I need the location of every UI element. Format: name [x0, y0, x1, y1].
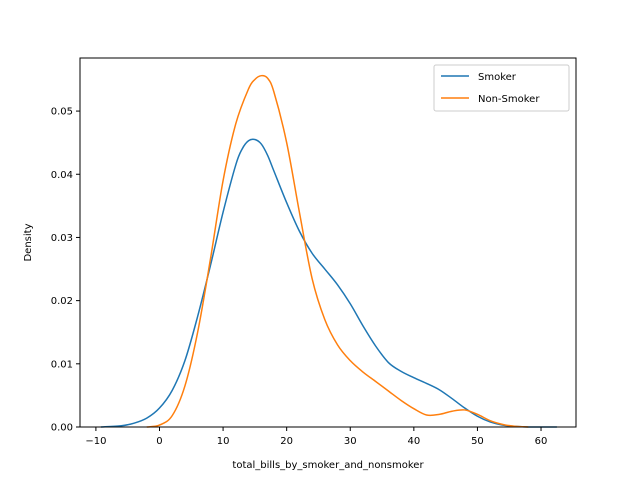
y-axis: 0.00 0.01 0.02 0.03 0.04 0.05 — [51, 107, 80, 434]
x-tick-label: −10 — [85, 436, 106, 447]
x-tick-label: 40 — [407, 436, 420, 447]
y-tick-label: 0.00 — [51, 423, 73, 434]
y-tick-label: 0.05 — [51, 107, 73, 118]
y-axis-label: Density — [23, 223, 34, 261]
x-tick-label: 30 — [344, 436, 357, 447]
y-tick-label: 0.02 — [51, 296, 73, 307]
x-tick-label: 0 — [156, 436, 162, 447]
y-tick-label: 0.01 — [51, 359, 73, 370]
legend-label-smoker: Smoker — [478, 72, 517, 83]
x-tick-label: 20 — [280, 436, 293, 447]
plot-area-frame — [79, 57, 577, 428]
x-tick-label: 60 — [535, 436, 548, 447]
y-tick-label: 0.03 — [51, 233, 73, 244]
x-axis-label: total_bills_by_smoker_and_nonsmoker — [232, 460, 424, 471]
y-tick-label: 0.04 — [51, 170, 73, 181]
x-tick-label: 10 — [217, 436, 230, 447]
series-line-smoker — [100, 138, 557, 428]
legend-label-non-smoker: Non-Smoker — [478, 94, 540, 105]
series-lines — [100, 74, 557, 428]
series-line-non-smoker — [146, 74, 529, 428]
x-tick-label: 50 — [471, 436, 484, 447]
x-axis: −10 0 10 20 30 40 50 60 — [85, 427, 547, 447]
legend: Smoker Non-Smoker — [433, 64, 570, 112]
